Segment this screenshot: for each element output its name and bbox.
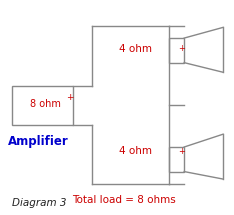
Text: 4 ohm: 4 ohm xyxy=(119,146,152,156)
Bar xyxy=(169,147,184,172)
Text: Amplifier: Amplifier xyxy=(7,135,68,148)
Text: Total load = 8 ohms: Total load = 8 ohms xyxy=(72,195,176,205)
Bar xyxy=(12,86,73,124)
Text: +: + xyxy=(179,147,185,156)
Text: Diagram 3: Diagram 3 xyxy=(12,198,66,208)
Text: 8 ohm: 8 ohm xyxy=(30,99,61,109)
Text: +: + xyxy=(179,44,185,53)
Text: +: + xyxy=(66,93,74,102)
Text: 4 ohm: 4 ohm xyxy=(119,44,152,54)
Bar xyxy=(169,38,184,63)
